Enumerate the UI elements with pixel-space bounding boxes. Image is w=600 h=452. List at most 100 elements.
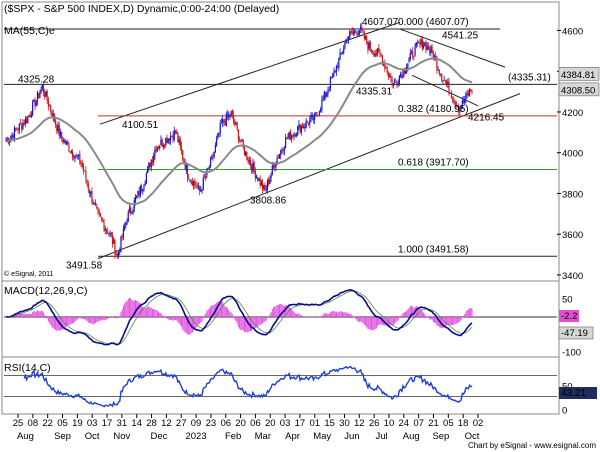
price-body xyxy=(328,89,330,91)
price-body xyxy=(236,122,238,129)
price-body xyxy=(186,164,189,178)
x-tick-label: 17 xyxy=(295,418,306,429)
price-body xyxy=(90,191,92,195)
price-body xyxy=(447,81,449,85)
price-body xyxy=(228,114,230,118)
price-body xyxy=(378,47,380,52)
price-body xyxy=(56,125,58,132)
x-tick-label: 25 xyxy=(13,418,24,429)
price-body xyxy=(5,140,7,142)
price-body xyxy=(131,213,133,214)
price-body xyxy=(144,182,146,185)
price-body xyxy=(362,30,364,32)
price-body xyxy=(448,81,450,94)
price-body xyxy=(351,30,353,34)
price-body xyxy=(119,251,121,253)
price-body xyxy=(177,133,179,143)
annotation-label: 0.618 (3917.70) xyxy=(398,157,469,168)
price-body xyxy=(239,139,241,141)
price-body xyxy=(441,74,443,81)
price-body xyxy=(167,138,169,143)
price-body xyxy=(355,31,357,33)
price-body xyxy=(243,145,246,155)
price-body xyxy=(51,112,53,117)
price-body xyxy=(335,66,338,72)
price-body xyxy=(312,115,315,121)
price-body xyxy=(316,112,318,114)
price-body xyxy=(174,130,177,133)
price-body xyxy=(34,100,36,107)
price-body xyxy=(75,154,77,157)
price-body xyxy=(126,222,128,224)
price-body xyxy=(78,154,80,157)
price-body xyxy=(408,58,410,63)
price-body xyxy=(442,80,444,82)
price-body xyxy=(392,83,394,86)
price-body xyxy=(109,232,111,234)
price-body xyxy=(104,228,106,231)
x-tick-label: 07 xyxy=(413,418,424,429)
price-body xyxy=(46,91,48,101)
price-body xyxy=(415,42,417,46)
price-body xyxy=(419,42,421,45)
price-body xyxy=(431,46,433,52)
price-body xyxy=(94,202,97,206)
price-body xyxy=(194,181,196,185)
x-tick-label: 20 xyxy=(265,418,276,429)
price-body xyxy=(168,138,171,142)
price-body xyxy=(91,190,93,203)
channel-lower-line xyxy=(97,93,521,260)
x-tick-label: 18 xyxy=(458,418,469,429)
annotation-label: 4541.25 xyxy=(442,30,479,41)
price-body xyxy=(116,253,118,256)
price-body xyxy=(330,77,333,79)
price-body xyxy=(191,181,193,186)
close-value-label-bg xyxy=(558,82,600,97)
price-body xyxy=(459,109,461,112)
price-body xyxy=(282,149,284,152)
annotation-label: 0.000 (4607.07) xyxy=(398,17,469,28)
price-body xyxy=(246,151,248,160)
price-body xyxy=(306,121,308,123)
price-body xyxy=(17,129,19,131)
x-tick-label: 27 xyxy=(176,418,187,429)
price-body xyxy=(33,99,35,102)
price-body xyxy=(344,42,346,49)
price-body xyxy=(101,217,103,220)
price-body xyxy=(229,114,231,117)
price-body xyxy=(162,144,164,147)
price-body xyxy=(140,185,143,192)
x-tick-label: 12 xyxy=(161,418,172,429)
price-body xyxy=(214,144,216,153)
price-body xyxy=(403,68,405,74)
price-body xyxy=(138,191,140,196)
price-body xyxy=(184,161,186,170)
rsi-line xyxy=(23,366,473,408)
price-body xyxy=(339,52,341,59)
price-body xyxy=(368,42,370,49)
price-body xyxy=(64,140,66,144)
price-body xyxy=(398,75,400,84)
price-body xyxy=(96,206,98,209)
price-body xyxy=(340,52,342,54)
price-body xyxy=(41,84,43,89)
x-tick-label: 20 xyxy=(235,418,246,429)
price-body xyxy=(301,125,304,128)
price-body xyxy=(188,178,190,180)
x-tick-label: 01 xyxy=(309,418,320,429)
price-body xyxy=(421,39,423,49)
price-body xyxy=(381,56,384,65)
x-tick-label: 03 xyxy=(280,418,291,429)
x-tick-label: 21 xyxy=(428,418,439,429)
x-tick-label: 15 xyxy=(324,418,335,429)
price-body xyxy=(393,80,396,83)
annotation-label: 4607.07 xyxy=(362,17,399,28)
price-body xyxy=(259,178,261,186)
price-body xyxy=(235,123,237,125)
price-body xyxy=(260,181,262,186)
price-body xyxy=(251,164,253,172)
price-body xyxy=(103,223,105,231)
price-body xyxy=(199,185,201,192)
price-body xyxy=(258,178,260,181)
